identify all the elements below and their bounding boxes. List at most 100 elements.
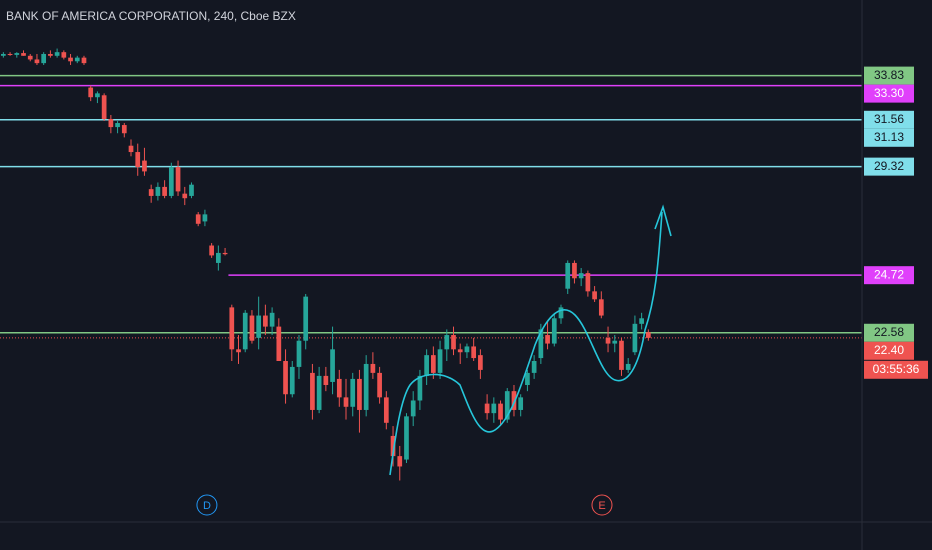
candle-body bbox=[68, 57, 73, 62]
candle-body bbox=[592, 291, 597, 300]
price-tag-label: 22.58 bbox=[874, 325, 904, 339]
candle-body bbox=[34, 59, 40, 64]
price-tag bbox=[864, 128, 914, 147]
candle-body bbox=[189, 184, 194, 196]
countdown-label: 03:55:36 bbox=[873, 362, 920, 376]
price-tag-label: 29.32 bbox=[874, 159, 904, 173]
candle-body bbox=[605, 337, 611, 344]
candle-body bbox=[229, 307, 235, 350]
candle-body bbox=[27, 55, 33, 60]
candle-body bbox=[41, 53, 47, 64]
candle-body bbox=[478, 355, 483, 370]
candle-body bbox=[639, 318, 644, 324]
price-tag-label: 24.72 bbox=[874, 267, 904, 281]
candle-body bbox=[585, 273, 591, 292]
candle-body bbox=[558, 307, 564, 319]
candle-body bbox=[336, 378, 342, 398]
candle-body bbox=[619, 340, 624, 370]
candle-body bbox=[471, 346, 477, 359]
event-label: D bbox=[203, 500, 211, 512]
candle-body bbox=[498, 403, 503, 420]
candle-body bbox=[148, 189, 154, 196]
candle-body bbox=[108, 118, 114, 128]
candle-body bbox=[330, 349, 335, 382]
candle-body bbox=[484, 403, 490, 414]
candle-body bbox=[598, 299, 604, 316]
candle-body bbox=[115, 123, 120, 128]
candle-body bbox=[357, 378, 362, 410]
candle-body bbox=[444, 335, 450, 350]
candle-body bbox=[572, 262, 577, 279]
candle-body bbox=[7, 53, 13, 55]
candle-body bbox=[410, 400, 416, 417]
candle-body bbox=[578, 273, 584, 279]
candle-body bbox=[81, 57, 87, 64]
candle-body bbox=[397, 456, 403, 467]
candle-body bbox=[612, 340, 618, 344]
candle-body bbox=[128, 145, 134, 153]
price-tag bbox=[864, 66, 914, 85]
candle-body bbox=[289, 366, 295, 395]
candle-body bbox=[236, 349, 241, 353]
candle-body bbox=[101, 95, 107, 119]
candle-body bbox=[182, 193, 188, 199]
candle-body bbox=[263, 315, 268, 327]
candle-body bbox=[74, 57, 80, 62]
candle-body bbox=[464, 346, 470, 353]
candle-body bbox=[531, 361, 537, 373]
candle-body bbox=[511, 391, 517, 410]
candle-body bbox=[350, 378, 356, 407]
candle-body bbox=[538, 329, 544, 359]
price-tag-label: 31.13 bbox=[874, 130, 904, 144]
candle-body bbox=[525, 372, 530, 386]
price-tag-label: 33.30 bbox=[874, 86, 904, 100]
candle-body bbox=[135, 152, 141, 168]
event-label: E bbox=[598, 500, 605, 512]
candle-body bbox=[195, 214, 201, 224]
candle-body bbox=[504, 391, 510, 420]
candle-body bbox=[216, 252, 221, 263]
candle-body bbox=[424, 355, 429, 376]
price-tag-label: 22.40 bbox=[874, 343, 904, 357]
candle-body bbox=[256, 315, 262, 338]
candle-body bbox=[310, 372, 315, 410]
event-marker bbox=[196, 494, 218, 516]
candle-body bbox=[54, 52, 60, 56]
candle-body bbox=[162, 186, 167, 196]
candle-body bbox=[1, 53, 6, 56]
candle-body bbox=[370, 363, 376, 373]
candle-body bbox=[175, 167, 181, 192]
candle-body bbox=[209, 245, 214, 256]
candle-body bbox=[202, 214, 208, 222]
candle-body bbox=[303, 296, 309, 341]
candle-body bbox=[451, 335, 456, 350]
candle-body bbox=[417, 375, 423, 401]
candle-body bbox=[431, 355, 436, 373]
countdown-tag bbox=[864, 360, 928, 379]
candle-body bbox=[21, 53, 26, 56]
candle-body bbox=[632, 323, 638, 353]
candle-body bbox=[168, 167, 174, 196]
candle-body bbox=[14, 53, 20, 55]
event-marker bbox=[591, 494, 613, 516]
candle-body bbox=[222, 252, 228, 255]
price-tag bbox=[864, 266, 914, 285]
candle-body bbox=[551, 318, 557, 344]
candle-body bbox=[155, 186, 161, 196]
candle-body bbox=[545, 335, 550, 344]
candle-body bbox=[142, 160, 147, 172]
candle-body bbox=[283, 361, 288, 395]
candle-body bbox=[625, 363, 631, 370]
candle-body bbox=[343, 397, 349, 407]
candle-body bbox=[276, 326, 282, 362]
price-tag bbox=[864, 84, 914, 103]
candle-body bbox=[565, 262, 571, 289]
candle-body bbox=[249, 315, 255, 341]
price-tag-label: 33.83 bbox=[874, 68, 904, 82]
candle-body bbox=[645, 332, 651, 338]
candle-body bbox=[457, 349, 463, 353]
chart-title: BANK OF AMERICA CORPORATION, 240, Cboe B… bbox=[6, 9, 296, 23]
